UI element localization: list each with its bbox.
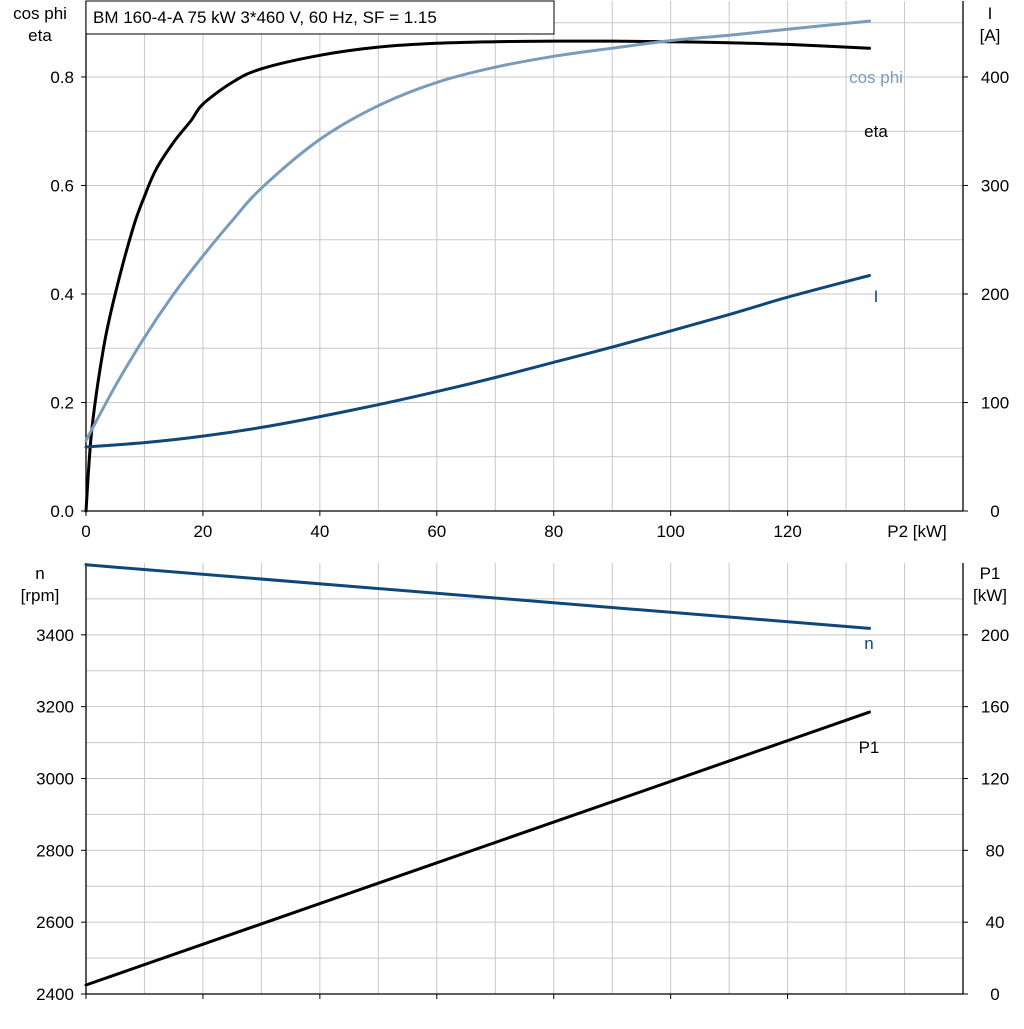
bottom-panel: 2400 2600 2800 3000 3200 3400 0 40 80 120 160 200 n [… [21, 563, 1009, 1004]
top-x-tick-label: 60 [427, 522, 446, 541]
bottom-right-tick-label: 160 [981, 698, 1009, 717]
chart-title-box: BM 160-4-A 75 kW 3*460 V, 60 Hz, SF = 1.… [85, 0, 555, 35]
top-right-axis-title: [A] [980, 26, 1001, 45]
bottom-left-tick-label: 3400 [36, 626, 74, 645]
bottom-left-tick-label: 2600 [36, 913, 74, 932]
top-right-axis-title: I [988, 4, 993, 23]
bottom-right-tick-label: 120 [981, 770, 1009, 789]
bottom-right-axis-title: P1 [980, 564, 1001, 583]
top-x-tick-label: 120 [773, 522, 801, 541]
bottom-left-tick-label: 2800 [36, 841, 74, 860]
top-left-tick-label: 0.0 [50, 502, 74, 521]
top-series-i-line [84, 274, 871, 449]
top-x-tick-label: 80 [544, 522, 563, 541]
bottom-left-tick-label: 2400 [36, 985, 74, 1004]
bottom-left-axis-title: [rpm] [21, 586, 60, 605]
top-left-tick-label: 0.6 [50, 176, 74, 195]
top-right-tick-label: 0 [990, 502, 999, 521]
bottom-right-axis-title: [kW] [973, 586, 1007, 605]
bottom-series-p1-line [84, 710, 871, 987]
top-series-cos-phi-label: cos phi [849, 68, 903, 87]
top-x-axis-label: P2 [kW] [887, 522, 947, 541]
top-series-i-label: I [874, 287, 879, 306]
bottom-right-tick-label: 0 [990, 985, 999, 1004]
bottom-series-n-line [84, 563, 871, 630]
title-box-frame [85, 0, 555, 35]
top-series-cos-phi-line [84, 19, 871, 442]
top-left-tick-label: 0.8 [50, 68, 74, 87]
chart-title: BM 160-4-A 75 kW 3*460 V, 60 Hz, SF = 1.… [93, 8, 437, 27]
top-right-tick-label: 400 [981, 68, 1009, 87]
top-right-tick-label: 200 [981, 285, 1009, 304]
top-x-tick-label: 0 [81, 522, 90, 541]
bottom-series-p1-label: P1 [859, 738, 880, 757]
top-series-eta-label: eta [864, 122, 888, 141]
bottom-right-tick-label: 80 [986, 841, 1005, 860]
bottom-right-tick-label: 40 [986, 913, 1005, 932]
top-x-tick-label: 20 [193, 522, 212, 541]
top-left-tick-label: 0.4 [50, 285, 74, 304]
top-x-tick-label: 100 [656, 522, 684, 541]
top-left-tick-label: 0.2 [50, 393, 74, 412]
top-grid [86, 1, 963, 511]
top-right-tick-label: 300 [981, 176, 1009, 195]
bottom-left-tick-label: 3200 [36, 698, 74, 717]
top-panel: 0.0 0.2 0.4 0.6 0.8 0 100 200 300 400 0 20 40 60 80 100… [13, 1, 1009, 541]
top-right-tick-label: 100 [981, 393, 1009, 412]
top-series-eta-line [84, 39, 871, 513]
top-x-tick-label: 40 [310, 522, 329, 541]
bottom-left-axis-title: n [35, 564, 44, 583]
bottom-series-n-label: n [864, 634, 873, 653]
bottom-right-tick-label: 200 [981, 626, 1009, 645]
bottom-left-tick-label: 3000 [36, 770, 74, 789]
bottom-grid [86, 563, 963, 994]
top-left-axis-title: cos phi [13, 4, 67, 23]
top-left-axis-title: eta [28, 26, 52, 45]
